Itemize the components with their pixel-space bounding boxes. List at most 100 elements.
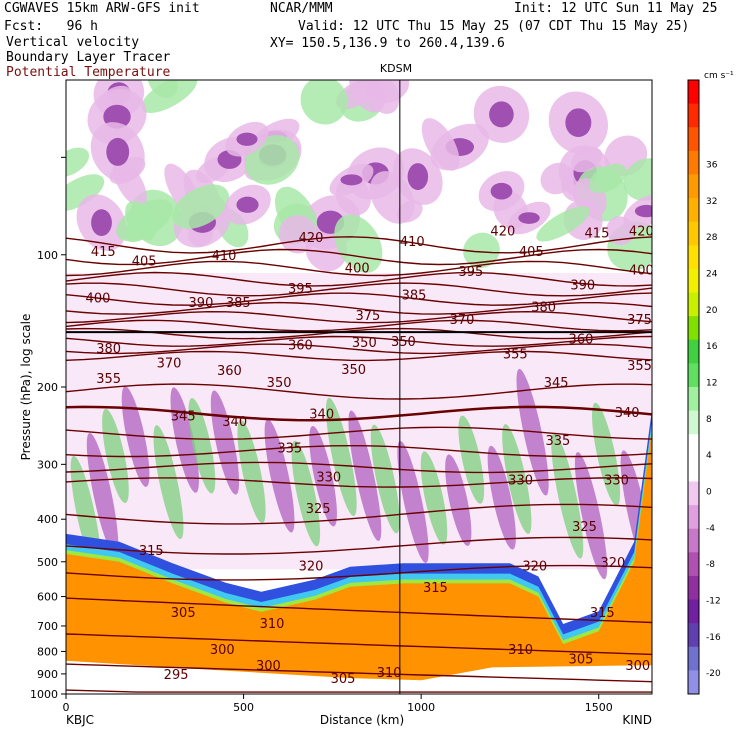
model-title: CGWAVES 15km ARW-GFS init	[4, 1, 200, 16]
colorbar-label: 12	[706, 379, 717, 389]
contour-label: 385	[226, 296, 251, 311]
colorbar-swatch	[688, 268, 699, 294]
colorbar-swatch	[688, 410, 699, 435]
theta-contour-355	[66, 383, 652, 400]
colorbar: 36 32 28 24 20 16 12 8 4 0 -4 -8 -12 -16 -20	[687, 79, 721, 695]
theta-contour-365	[66, 343, 652, 355]
theta-contour-410	[66, 260, 652, 277]
colorbar-label: 28	[706, 233, 718, 243]
updraft-blob	[66, 147, 90, 178]
updraft-column	[370, 424, 400, 534]
contour-label: 300	[625, 659, 650, 674]
updraft-column	[458, 415, 485, 504]
contour-label: 330	[508, 474, 533, 489]
downdraft-blob	[365, 80, 400, 114]
valid-time: Valid: 12 UTC Thu 15 May 25 (07 CDT Thu …	[298, 19, 690, 34]
colorbar-label: -16	[706, 633, 721, 643]
downdraft-core	[489, 101, 514, 128]
contour-label: 335	[277, 442, 302, 457]
contour-label: 405	[132, 254, 157, 269]
colorbar-swatch	[688, 457, 699, 482]
y-tick-label: 1000	[30, 688, 58, 701]
updraft-column	[237, 419, 266, 524]
theta-contour-310	[66, 597, 652, 624]
velocity-shading	[66, 80, 652, 694]
contour-label: 380	[531, 300, 556, 315]
downdraft-core	[565, 108, 592, 138]
contour-label: 320	[601, 556, 626, 571]
downdraft-blob	[421, 118, 460, 171]
x-tick-label: 0	[63, 701, 70, 714]
contour-label: 310	[508, 643, 533, 658]
contour-label: 385	[402, 288, 427, 303]
colorbar-swatch	[688, 245, 699, 270]
contour-label: 300	[210, 643, 235, 658]
updraft-column	[153, 425, 184, 540]
theta-contour-360	[66, 350, 652, 362]
contour-label: 300	[256, 659, 281, 674]
boundary-layer-tracer	[66, 429, 652, 694]
theta-contour-320	[66, 536, 652, 555]
colorbar-label: 16	[706, 342, 718, 352]
downdraft-core	[236, 132, 258, 146]
colorbar-swatch	[688, 481, 699, 506]
contour-label: 395	[288, 282, 313, 297]
theta-contour-380	[66, 319, 652, 332]
y-tick-label: 700	[37, 620, 58, 633]
colorbar-swatch	[688, 623, 699, 648]
y-axis: 100 200 300 400 500 600 700 800 900 1000	[30, 156, 66, 701]
colorbar-swatch	[688, 387, 699, 412]
x-tick-label: 1500	[585, 701, 613, 714]
colorbar-label: -12	[706, 597, 721, 607]
updraft-column	[551, 433, 584, 559]
y-tick-label: 600	[37, 591, 58, 604]
colorbar-swatch	[688, 316, 699, 341]
colorbar-label: 20	[706, 306, 718, 316]
updraft-blob	[66, 174, 105, 212]
downdraft-blob	[396, 200, 423, 223]
org-label: NCAR/MMM	[270, 1, 333, 16]
contour-label: 395	[458, 265, 483, 280]
downdraft-column	[121, 386, 150, 487]
theta-contour-345	[66, 426, 652, 440]
contour-label: 370	[450, 313, 475, 328]
x-tick-label: 1000	[407, 701, 435, 714]
x-tick-label: 500	[233, 701, 254, 714]
colorbar-label: 4	[706, 451, 712, 461]
contour-label: 340	[222, 415, 247, 430]
forecast-hour: Fcst: 96 h	[4, 19, 98, 34]
terrain	[66, 660, 652, 694]
field-boundary-layer-tracer: Boundary Layer Tracer	[6, 50, 171, 65]
y-tick-label: 900	[37, 668, 58, 681]
y-axis-label: Pressure (hPa), log scale	[19, 314, 33, 461]
colorbar-swatch	[688, 198, 699, 223]
colorbar-swatch	[688, 552, 699, 577]
theta-contour-370	[66, 335, 652, 347]
contour-label: 350	[391, 335, 416, 350]
contour-label: 400	[629, 263, 654, 278]
colorbar-swatch	[688, 363, 699, 388]
downdraft-core	[236, 196, 259, 213]
init-time: Init: 12 UTC Sun 11 May 25	[514, 1, 718, 16]
contour-label: 320	[299, 560, 324, 575]
colorbar-label: -20	[706, 669, 721, 679]
contour-label: 315	[423, 581, 448, 596]
colorbar-label: 8	[706, 415, 712, 425]
contour-label: 400	[86, 291, 111, 306]
y-tick-label: 800	[37, 645, 58, 658]
contour-label: 295	[164, 668, 189, 683]
colorbar-label: 32	[706, 197, 717, 207]
contour-label: 310	[377, 666, 402, 681]
contour-label: 355	[503, 348, 528, 363]
updraft-blob	[588, 163, 627, 194]
updraft-column	[188, 398, 216, 494]
downdraft-core	[91, 209, 112, 237]
colorbar-swatch	[688, 528, 699, 553]
colorbar-swatch	[688, 127, 699, 152]
contour-label: 410	[400, 235, 425, 250]
colorbar-label: -8	[706, 560, 715, 570]
theta-contour-405	[66, 271, 652, 287]
downdraft-core	[518, 212, 540, 224]
theta-contour-330	[66, 477, 652, 488]
